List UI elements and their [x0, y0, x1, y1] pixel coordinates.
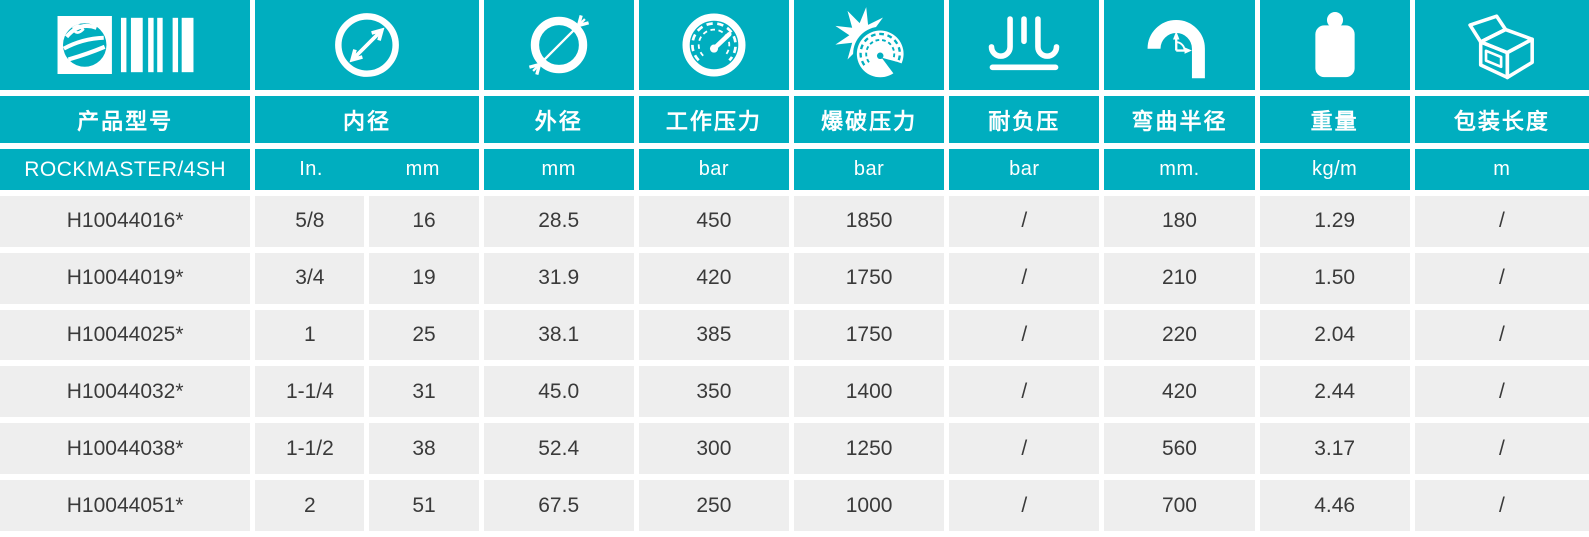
header-cell-burst-pressure: 爆破压力 [793, 96, 945, 143]
cell-package-length: / [1414, 196, 1589, 247]
cell-vacuum-resistance: / [949, 252, 1100, 304]
cell-burst-pressure: 1250 [793, 423, 945, 475]
cell-vacuum-resistance: / [949, 366, 1100, 418]
unit-cell-package-length: m [1414, 149, 1589, 190]
cell-outer-diameter: 31.9 [483, 252, 634, 304]
cell-weight: 2.04 [1259, 309, 1410, 361]
icon-cell-vacuum-resistance [949, 0, 1100, 90]
cell-vacuum-resistance: / [949, 480, 1100, 531]
unit-cell-weight: kg/m [1259, 149, 1410, 190]
header-cell-bend-radius: 弯曲半径 [1104, 96, 1255, 143]
cell-package-length: / [1414, 480, 1589, 531]
cell-working-pressure: 385 [638, 309, 789, 361]
cell-inner-diameter-in: 1 [255, 309, 365, 361]
header-cell-inner-diameter: 内径 [255, 96, 479, 143]
cell-bend-radius: 420 [1104, 366, 1255, 418]
cell-inner-diameter-mm: 51 [369, 480, 479, 531]
cell-model: H10044038* [0, 423, 251, 475]
burst-pressure-icon [826, 6, 912, 84]
cell-inner-diameter-mm: 38 [369, 423, 479, 475]
cell-outer-diameter: 45.0 [483, 366, 634, 418]
cell-vacuum-resistance: / [949, 309, 1100, 361]
unit-label-inches: In. [299, 158, 323, 180]
cell-burst-pressure: 1000 [793, 480, 945, 531]
unit-cell-bend-radius: mm. [1104, 149, 1255, 190]
cell-weight: 4.46 [1259, 480, 1410, 531]
cell-package-length: / [1414, 423, 1589, 475]
cell-inner-diameter-in: 3/4 [255, 252, 365, 304]
cell-bend-radius: 220 [1104, 309, 1255, 361]
outer-diameter-icon [522, 8, 596, 82]
unit-cell-outer-diameter: mm [483, 149, 634, 190]
cell-weight: 1.50 [1259, 252, 1410, 304]
cell-inner-diameter-in: 1-1/4 [255, 366, 365, 418]
cell-inner-diameter-in: 2 [255, 480, 365, 531]
cell-outer-diameter: 52.4 [483, 423, 634, 475]
weight-icon [1310, 11, 1360, 79]
bend-radius-icon [1142, 8, 1216, 82]
cell-bend-radius: 180 [1104, 196, 1255, 247]
cell-model: H10044032* [0, 366, 251, 418]
icon-cell-working-pressure [638, 0, 789, 90]
cell-inner-diameter-in: 1-1/2 [255, 423, 365, 475]
working-pressure-gauge-icon [678, 9, 750, 81]
cell-burst-pressure: 1750 [793, 252, 945, 304]
cell-vacuum-resistance: / [949, 423, 1100, 475]
header-cell-vacuum-resistance: 耐负压 [949, 96, 1100, 143]
cell-working-pressure: 420 [638, 252, 789, 304]
cell-model: H10044019* [0, 252, 251, 304]
cell-inner-diameter-mm: 16 [369, 196, 479, 247]
cell-burst-pressure: 1400 [793, 366, 945, 418]
cell-model: H10044016* [0, 196, 251, 247]
cell-bend-radius: 700 [1104, 480, 1255, 531]
icon-cell-outer-diameter [483, 0, 634, 90]
cell-vacuum-resistance: / [949, 196, 1100, 247]
cell-working-pressure: 450 [638, 196, 789, 247]
cell-weight: 1.29 [1259, 196, 1410, 247]
icon-cell-package-length [1414, 0, 1589, 90]
header-cell-working-pressure: 工作压力 [638, 96, 789, 143]
cell-working-pressure: 300 [638, 423, 789, 475]
unit-cell-inner-diameter: In. mm [255, 149, 479, 190]
header-cell-weight: 重量 [1259, 96, 1410, 143]
cell-model: H10044051* [0, 480, 251, 531]
cell-working-pressure: 350 [638, 366, 789, 418]
cell-model: H10044025* [0, 309, 251, 361]
cell-weight: 2.44 [1259, 366, 1410, 418]
cell-outer-diameter: 67.5 [483, 480, 634, 531]
cell-outer-diameter: 38.1 [483, 309, 634, 361]
logo-barcode-icon [57, 16, 194, 74]
cell-inner-diameter-mm: 25 [369, 309, 479, 361]
cell-working-pressure: 250 [638, 480, 789, 531]
cell-burst-pressure: 1850 [793, 196, 945, 247]
cell-outer-diameter: 28.5 [483, 196, 634, 247]
cell-weight: 3.17 [1259, 423, 1410, 475]
cell-bend-radius: 210 [1104, 252, 1255, 304]
cell-package-length: / [1414, 366, 1589, 418]
header-cell-package-length: 包装长度 [1414, 96, 1589, 143]
unit-cell-vacuum-resistance: bar [949, 149, 1100, 190]
icon-cell-model [0, 0, 251, 90]
cell-inner-diameter-mm: 31 [369, 366, 479, 418]
cell-package-length: / [1414, 309, 1589, 361]
icon-cell-bend-radius [1104, 0, 1255, 90]
icon-cell-weight [1259, 0, 1410, 90]
cell-inner-diameter-in: 5/8 [255, 196, 365, 247]
vacuum-resistance-icon [985, 15, 1063, 75]
header-cell-outer-diameter: 外径 [483, 96, 634, 143]
cell-inner-diameter-mm: 19 [369, 252, 479, 304]
package-length-icon [1461, 10, 1543, 81]
unit-label-mm: mm [405, 158, 440, 180]
inner-diameter-icon [330, 8, 404, 82]
cell-package-length: / [1414, 252, 1589, 304]
icon-cell-inner-diameter [255, 0, 479, 90]
header-cell-model: 产品型号 [0, 96, 251, 143]
icon-cell-burst-pressure [793, 0, 945, 90]
unit-cell-burst-pressure: bar [793, 149, 945, 190]
unit-cell-working-pressure: bar [638, 149, 789, 190]
cell-burst-pressure: 1750 [793, 309, 945, 361]
series-name-cell: ROCKMASTER/4SH [0, 149, 251, 190]
cell-bend-radius: 560 [1104, 423, 1255, 475]
